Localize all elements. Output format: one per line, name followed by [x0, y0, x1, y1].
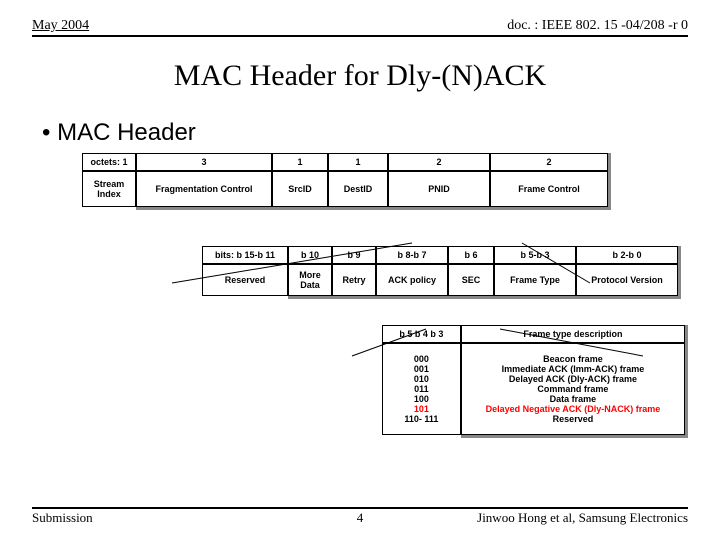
t3-code-row: 011 [387, 384, 456, 394]
t3-desc-row: Delayed Negative ACK (Dly-NACK) frame [466, 404, 680, 414]
t2-c6: Frame Type [494, 264, 576, 296]
t1-c1: Stream Index [82, 171, 136, 207]
t2-c4: ACK policy [376, 264, 448, 296]
t3-desc-row: Delayed ACK (Dly-ACK) frame [466, 374, 680, 384]
t3-desc-row: Beacon frame [466, 354, 680, 364]
t2-h4: b 8-b 7 [376, 246, 448, 264]
frame-type-table: b 5 b 4 b 3 Frame type description 00000… [382, 325, 688, 438]
t1-h3: 1 [272, 153, 328, 171]
frame-control-table: bits: b 15-b 11 b 10 b 9 b 8-b 7 b 6 b 5… [202, 246, 681, 299]
t3-code-row: 000 [387, 354, 456, 364]
slide-title: MAC Header for Dly-(N)ACK [32, 59, 688, 93]
t2-c3: Retry [332, 264, 376, 296]
bullet-mac-header: • MAC Header [42, 119, 688, 147]
t3-descs: Beacon frameImmediate ACK (Imm-ACK) fram… [461, 343, 685, 435]
t1-h1: octets: 1 [82, 153, 136, 171]
t2-c1: Reserved [202, 264, 288, 296]
footer-page: 4 [32, 510, 688, 526]
t1-c4: DestID [328, 171, 388, 207]
t2-h7: b 2-b 0 [576, 246, 678, 264]
t2-c7: Protocol Version [576, 264, 678, 296]
t2-h3: b 9 [332, 246, 376, 264]
header-doc: doc. : IEEE 802. 15 -04/208 -r 0 [507, 18, 688, 34]
t3-hB: Frame type description [461, 325, 685, 343]
t2-c5: SEC [448, 264, 494, 296]
t3-code-row: 110- 111 [387, 414, 456, 424]
t3-desc-row: Reserved [466, 414, 680, 424]
t3-hA: b 5 b 4 b 3 [382, 325, 461, 343]
t3-code-row: 101 [387, 404, 456, 414]
t1-c3: SrcID [272, 171, 328, 207]
t2-c2: More Data [288, 264, 332, 296]
t3-codes: 000001010011100101110- 111 [382, 343, 461, 435]
t1-c6: Frame Control [490, 171, 608, 207]
t2-h6: b 5-b 3 [494, 246, 576, 264]
t1-h2: 3 [136, 153, 272, 171]
t3-desc-row: Command frame [466, 384, 680, 394]
header-date: May 2004 [32, 18, 89, 34]
page-footer: Submission 4 Jinwoo Hong et al, Samsung … [32, 507, 688, 526]
page-header: May 2004 doc. : IEEE 802. 15 -04/208 -r … [32, 18, 688, 37]
t1-h6: 2 [490, 153, 608, 171]
t3-code-row: 010 [387, 374, 456, 384]
mac-header-table: octets: 1 3 1 1 2 2 Stream Index Fragmen… [82, 153, 611, 210]
t3-code-row: 100 [387, 394, 456, 404]
t1-h5: 2 [388, 153, 490, 171]
t3-code-row: 001 [387, 364, 456, 374]
t2-h2: b 10 [288, 246, 332, 264]
t1-c5: PNID [388, 171, 490, 207]
t1-c2: Fragmentation Control [136, 171, 272, 207]
t3-desc-row: Immediate ACK (Imm-ACK) frame [466, 364, 680, 374]
t1-h4: 1 [328, 153, 388, 171]
t2-h1: bits: b 15-b 11 [202, 246, 288, 264]
t2-h5: b 6 [448, 246, 494, 264]
t3-desc-row: Data frame [466, 394, 680, 404]
